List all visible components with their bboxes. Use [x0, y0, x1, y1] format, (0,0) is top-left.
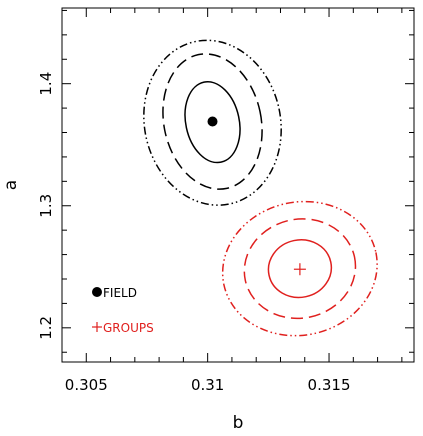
y-axis-label: a	[1, 180, 21, 190]
y-tick-label: 1.2	[37, 316, 55, 340]
contour-groups-solid	[267, 239, 333, 299]
legend-groups-label: GROUPS	[103, 321, 154, 335]
center-markers	[207, 116, 306, 276]
y-tick-label: 1.3	[37, 194, 55, 218]
contour-groups-dashed	[243, 218, 357, 320]
legend-groups-marker	[92, 322, 102, 332]
field-center-marker	[207, 116, 218, 127]
contours-layer	[143, 39, 378, 337]
contour-field-dashed	[162, 53, 263, 190]
axis-ticks: 0.305 0.31 0.315 1.2 1.3 1.4	[37, 8, 414, 394]
legend: FIELD GROUPS	[92, 286, 154, 335]
x-axis-label: b	[233, 413, 244, 433]
plot-frame	[61, 7, 415, 363]
legend-field-marker	[92, 287, 102, 297]
x-tick-label: 0.305	[65, 376, 108, 394]
contour-groups-dash-dot-dot	[221, 200, 378, 337]
y-tick-label: 1.4	[37, 72, 55, 96]
x-tick-label: 0.31	[191, 376, 224, 394]
x-tick-label: 0.315	[308, 376, 351, 394]
contour-field-dash-dot-dot	[143, 39, 282, 206]
legend-field-label: FIELD	[103, 286, 137, 300]
contour-field-solid	[184, 81, 241, 164]
